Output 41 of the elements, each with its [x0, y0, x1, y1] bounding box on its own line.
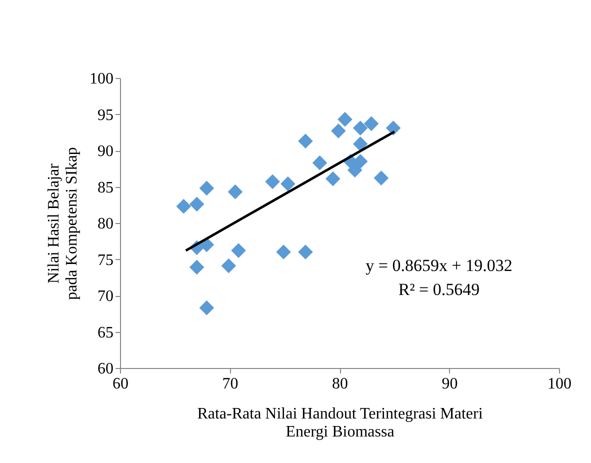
point: [231, 243, 246, 258]
x-tick-label: 90: [442, 376, 458, 392]
point: [298, 134, 313, 148]
point: [199, 300, 214, 316]
y-tick-label: 80: [98, 216, 114, 232]
y-tick-label: 85: [98, 179, 114, 196]
point: [374, 170, 389, 186]
y-tick-label: 65: [98, 324, 114, 342]
annotation: y = 0.8659x + 19.032: [366, 256, 512, 275]
point: [347, 162, 362, 178]
y-tick-label: 70: [98, 288, 114, 305]
point: [364, 116, 379, 132]
point: [338, 112, 352, 127]
point: [326, 171, 340, 186]
annotation: R² = 0.5649: [398, 280, 480, 299]
point: [221, 258, 236, 274]
x-tick-label: 60: [112, 376, 128, 392]
point: [265, 174, 280, 190]
point: [352, 136, 368, 152]
y-tick-label: 95: [98, 106, 114, 124]
point: [298, 244, 313, 260]
point: [228, 184, 243, 200]
point: [352, 120, 368, 136]
y-tick-label: 75: [98, 252, 114, 269]
point: [176, 198, 192, 214]
point: [386, 120, 401, 136]
point: [276, 244, 291, 260]
point: [189, 196, 204, 212]
point: [280, 176, 296, 192]
point: [312, 155, 328, 170]
y-axis-title: Nilai Hasil Belajar pada Kompetensi SIkap: [46, 147, 80, 300]
y-tick-label: 100: [90, 70, 114, 88]
x-tick-label: 70: [222, 376, 238, 392]
y-tick-label: 90: [98, 143, 114, 160]
point: [199, 180, 214, 196]
point: [330, 124, 346, 138]
x-tick-label: 100: [548, 376, 572, 392]
x-axis-title: Rata-Rata Nilai Handout Terintegrasi Materi Energi Biomassa: [197, 406, 484, 440]
y-tick-label: 60: [98, 360, 114, 378]
point: [189, 260, 204, 275]
x-tick-label: 80: [332, 376, 348, 392]
